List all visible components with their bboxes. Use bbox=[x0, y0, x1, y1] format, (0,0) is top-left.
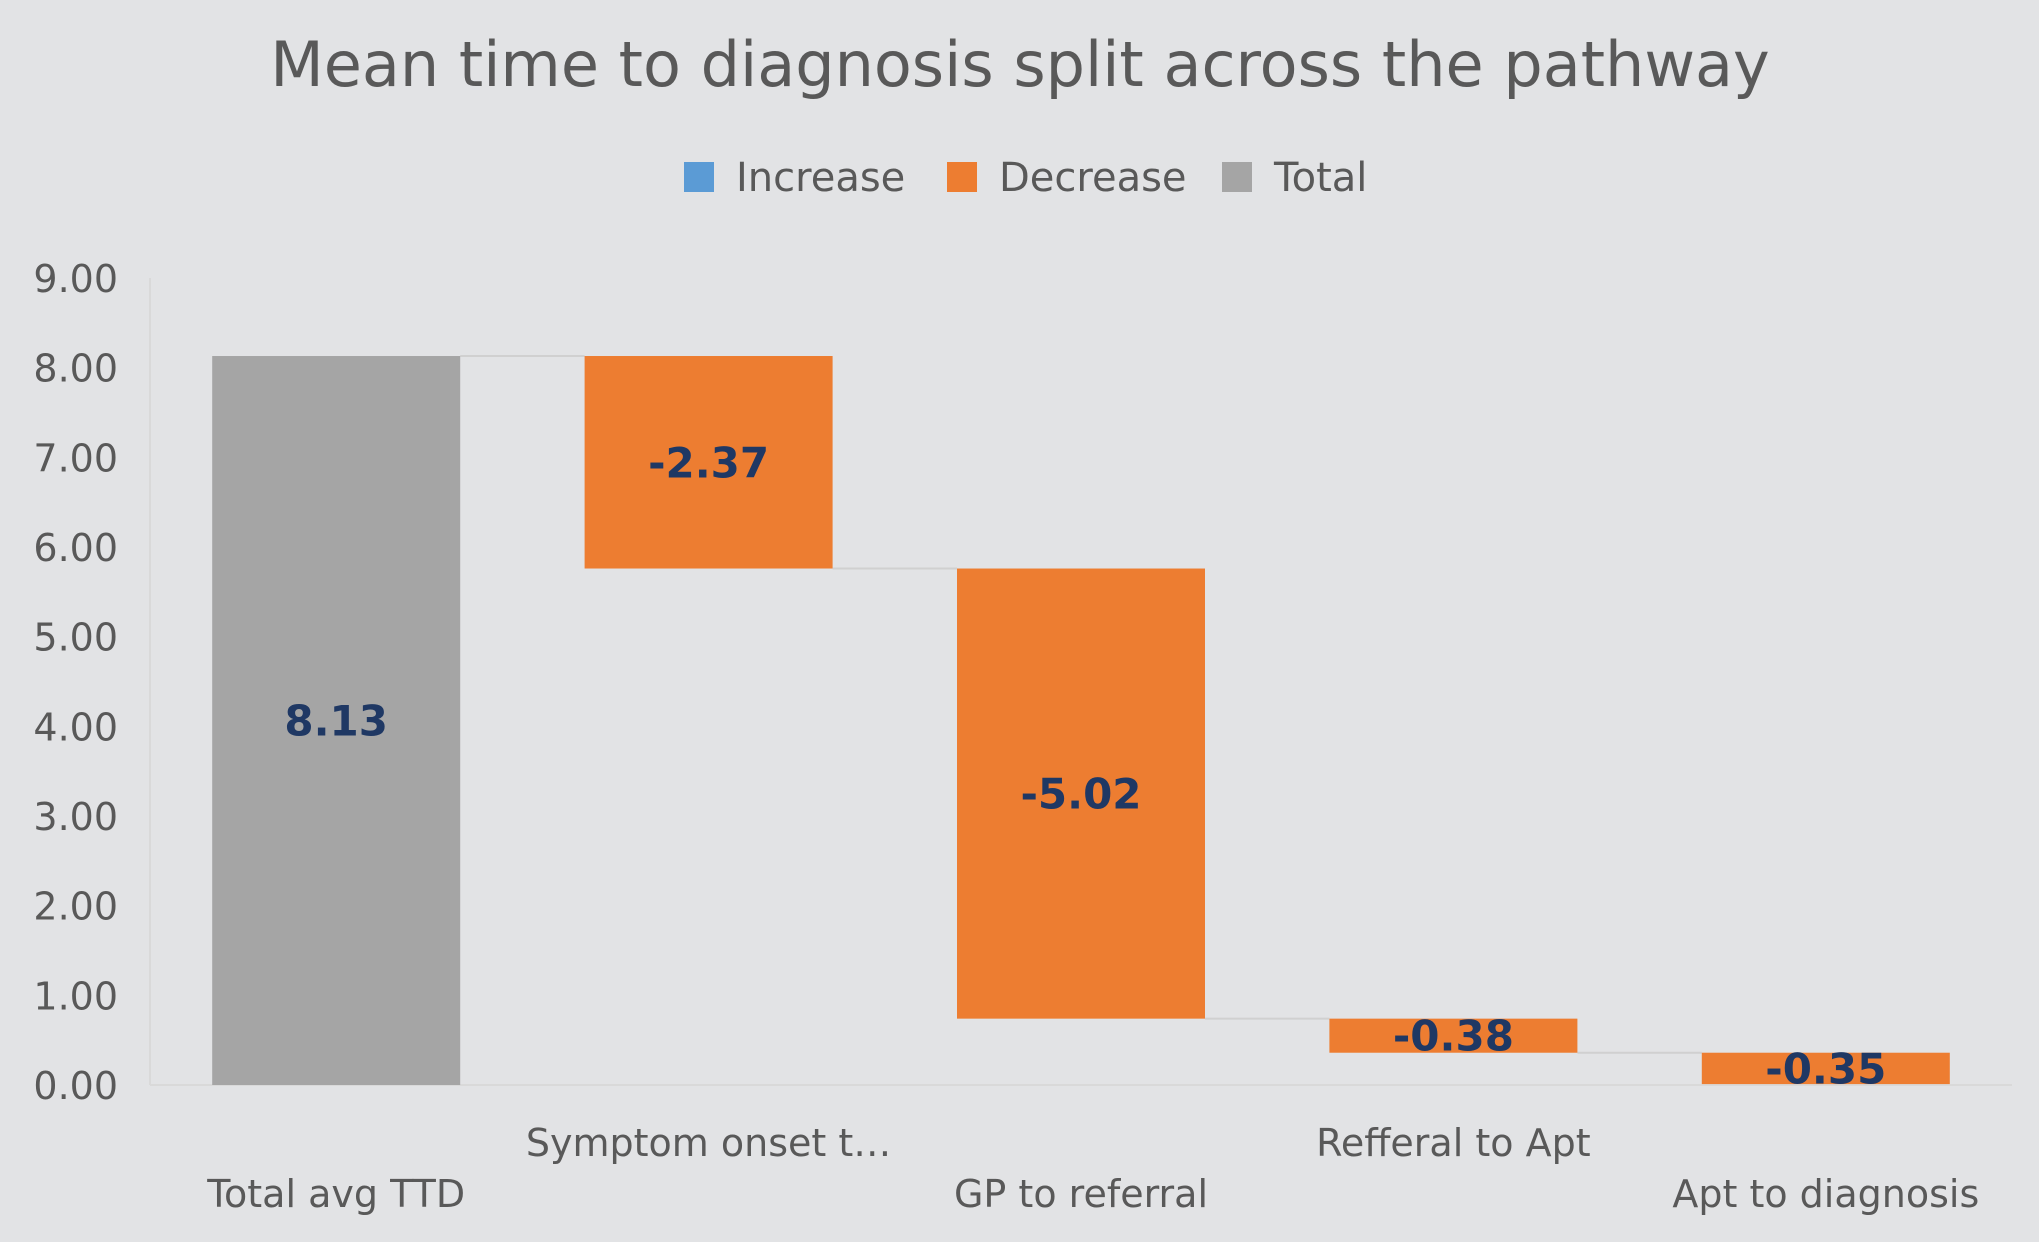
y-tick-label: 2.00 bbox=[33, 885, 118, 929]
bars bbox=[212, 356, 1950, 1085]
data-labels: 8.13 -2.37 -5.02 -0.38 -0.35 bbox=[284, 438, 1886, 1093]
data-label: -2.37 bbox=[648, 438, 769, 487]
x-tick-label: GP to referral bbox=[954, 1172, 1208, 1216]
legend-label: Decrease bbox=[999, 155, 1187, 201]
data-label: -0.38 bbox=[1393, 1012, 1514, 1061]
axes: 0.00 1.00 2.00 3.00 4.00 5.00 6.00 7.00 8.00 9.00… bbox=[33, 257, 2012, 1216]
x-tick-label: Total avg TTD bbox=[206, 1172, 465, 1216]
y-tick-label: 1.00 bbox=[33, 974, 118, 1018]
y-tick-label: 0.00 bbox=[33, 1064, 118, 1108]
legend: Increase Decrease Total bbox=[684, 155, 1367, 201]
legend-label: Increase bbox=[736, 155, 905, 201]
y-tick-label: 3.00 bbox=[33, 795, 118, 839]
data-label: 8.13 bbox=[284, 697, 388, 746]
bar-decrease bbox=[1701, 1052, 1950, 1085]
chart-title: Mean time to diagnosis split across the … bbox=[270, 28, 1769, 101]
bar-decrease bbox=[957, 568, 1205, 1019]
x-tick-label: Apt to diagnosis bbox=[1672, 1172, 1979, 1216]
x-tick-label: Refferal to Apt bbox=[1316, 1121, 1590, 1165]
y-tick-label: 6.00 bbox=[33, 526, 118, 570]
legend-label: Total bbox=[1273, 155, 1367, 201]
y-tick-label: 9.00 bbox=[33, 257, 118, 301]
connectors bbox=[460, 355, 1702, 1054]
x-tick-label: Symptom onset t… bbox=[526, 1121, 891, 1165]
y-tick-label: 7.00 bbox=[33, 436, 118, 480]
legend-swatch bbox=[1222, 162, 1252, 192]
data-label: -5.02 bbox=[1020, 770, 1141, 819]
bar-total bbox=[212, 356, 461, 1085]
bar-decrease bbox=[1329, 1018, 1578, 1053]
y-tick-label: 8.00 bbox=[33, 347, 118, 391]
y-tick-label: 5.00 bbox=[33, 616, 118, 660]
data-label: -0.35 bbox=[1765, 1044, 1886, 1093]
legend-swatch bbox=[947, 162, 977, 192]
y-tick-label: 4.00 bbox=[33, 705, 118, 749]
bar-decrease bbox=[584, 356, 833, 569]
legend-swatch bbox=[684, 162, 714, 192]
